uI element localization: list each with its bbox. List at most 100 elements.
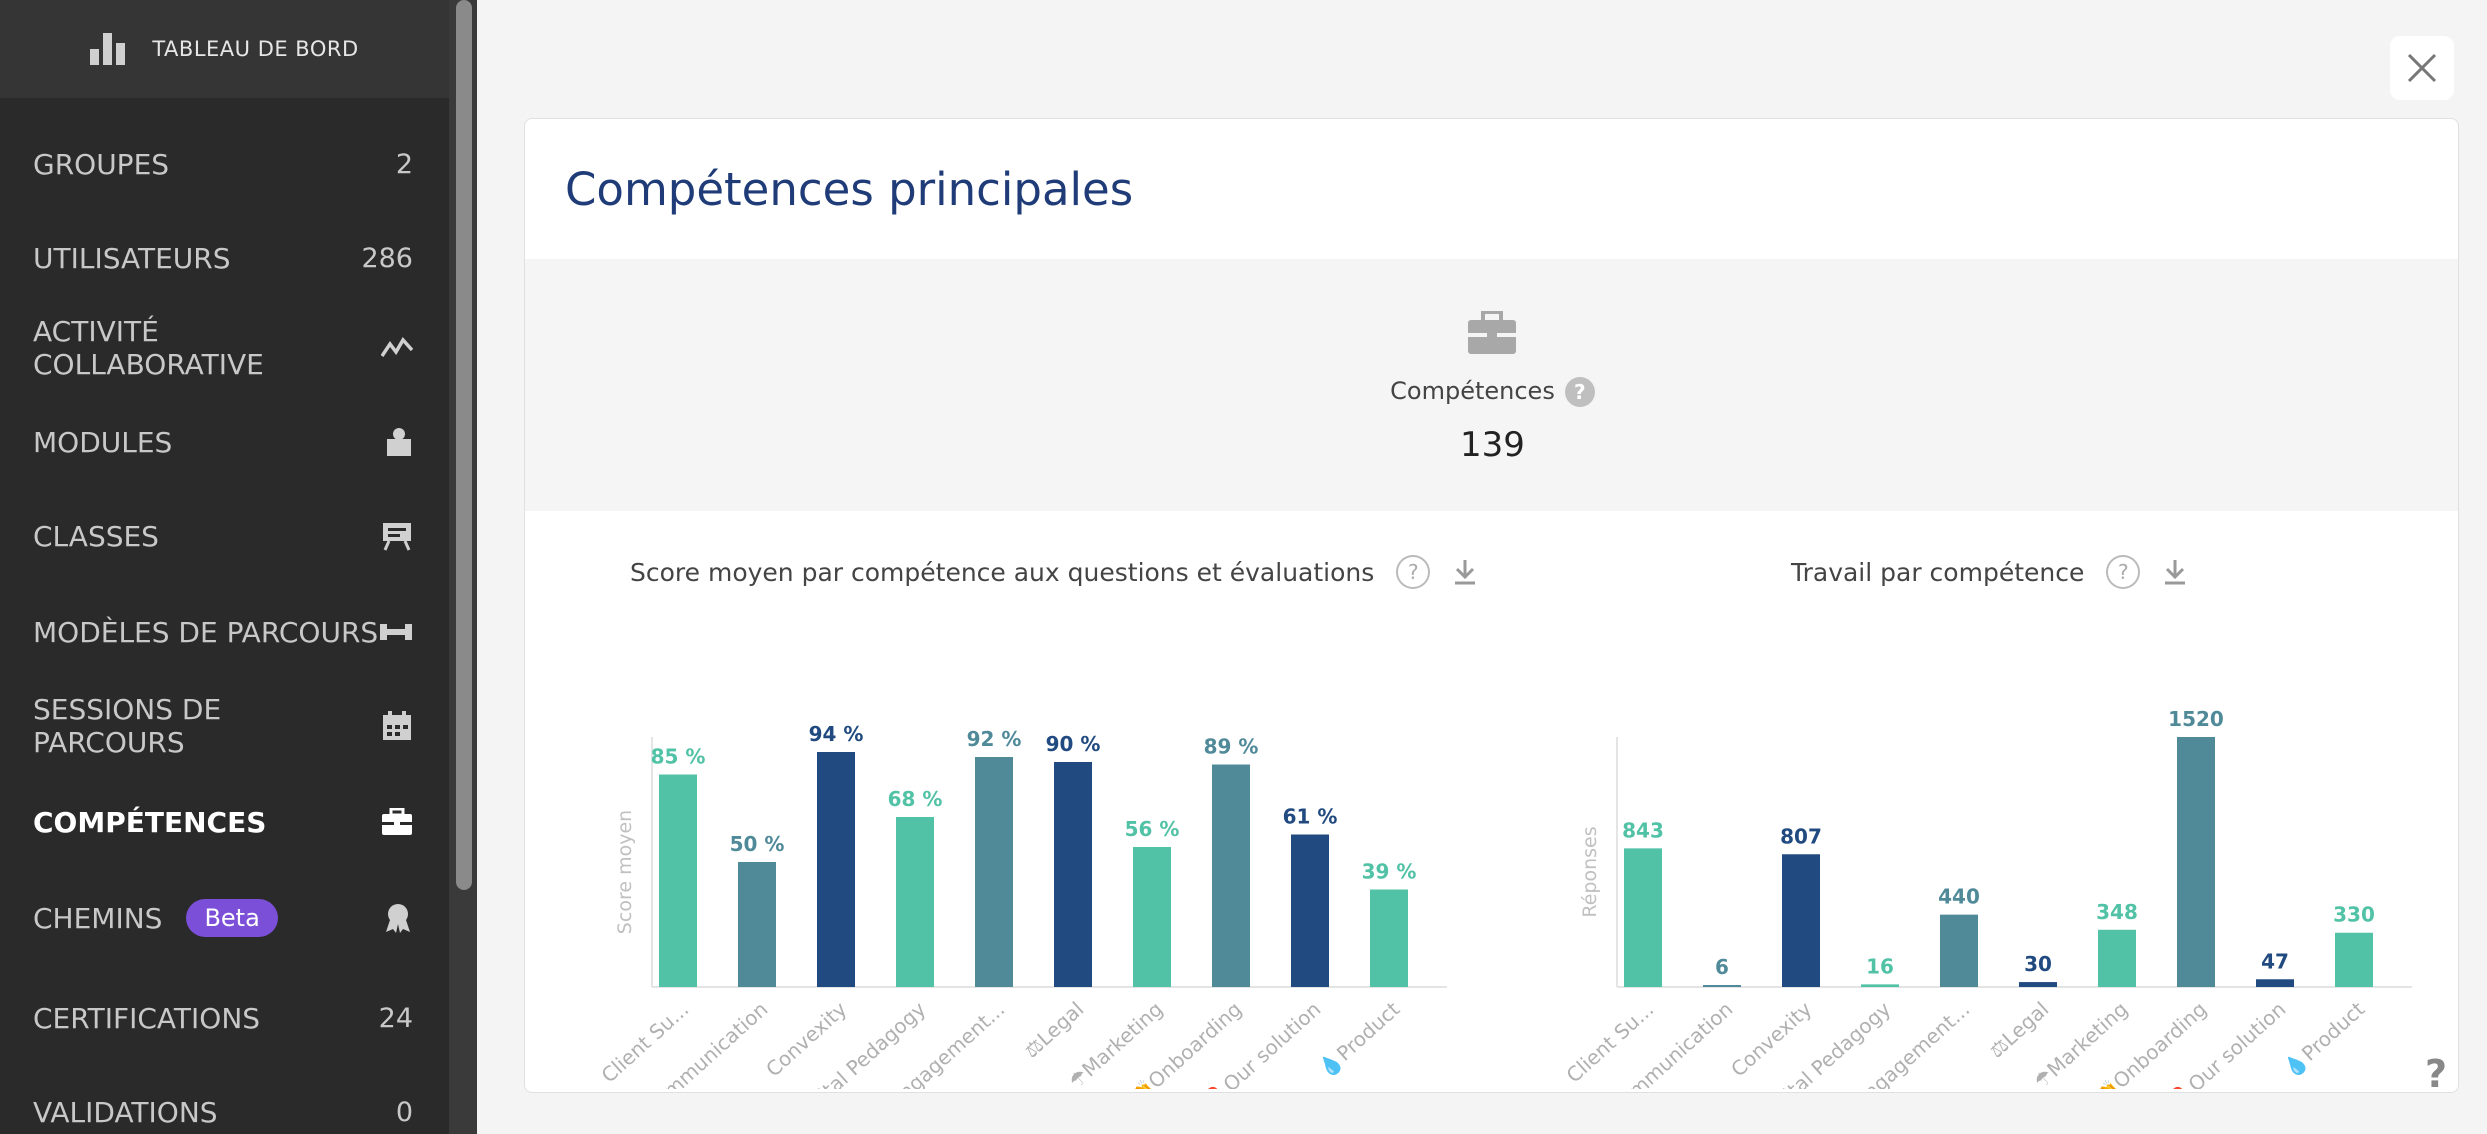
x-tick-label: 💧Product (2278, 997, 2369, 1082)
bar (1212, 764, 1250, 987)
competences-card: Compétences principales Compétences? 139… (524, 118, 2459, 1093)
sidebar-item-label: CERTIFICATIONS (33, 1001, 261, 1035)
left-chart-header: Score moyen par compétence aux questions… (630, 555, 1478, 589)
bar (1624, 848, 1662, 987)
kpi-value: 139 (1460, 425, 1525, 465)
sidebar-item-label: MODULES (33, 425, 173, 459)
calendar-icon (381, 710, 413, 742)
kpi-label: Compétences? (525, 377, 2458, 407)
data-label: 92 % (967, 727, 1022, 751)
right-chart-header: Travail par compétence ? (1791, 555, 2188, 589)
data-label: 330 (2333, 903, 2375, 927)
bar (975, 757, 1013, 987)
beta-badge: Beta (186, 899, 278, 937)
data-label: 1520 (2168, 707, 2224, 731)
bar (1370, 889, 1408, 987)
sidebar-item-groupes[interactable]: GROUPES 2 (0, 124, 449, 204)
sidebar-item-modules[interactable]: MODULES (0, 402, 449, 482)
briefcase-icon (381, 808, 413, 836)
sidebar-item-chemins[interactable]: CHEMINS Beta (0, 878, 449, 958)
bar (738, 862, 776, 987)
y-axis-label: Score moyen (614, 810, 636, 934)
sidebar-item-count: 286 (361, 242, 413, 274)
presentation-icon (381, 521, 413, 551)
bar (1703, 985, 1741, 987)
bar (2098, 929, 2136, 987)
x-tick-label: 💧Product (1313, 997, 1404, 1082)
data-label: 47 (2261, 949, 2289, 973)
sidebar-item-validations[interactable]: VALIDATIONS 0 (0, 1072, 449, 1134)
data-label: 348 (2096, 900, 2138, 924)
activity-icon (381, 336, 413, 360)
bar (2177, 737, 2215, 987)
sidebar-item-utilisateurs[interactable]: UTILISATEURS 286 (0, 218, 449, 298)
close-button[interactable] (2390, 36, 2454, 100)
page-help-icon[interactable]: ? (2425, 1052, 2448, 1096)
bar-chart-icon (90, 33, 126, 65)
sidebar-item-count: 0 (395, 1096, 413, 1128)
kpi-label-text: Compétences (1390, 377, 1555, 405)
sidebar-item-classes[interactable]: CLASSES (0, 496, 449, 576)
sidebar-item-label: COMPÉTENCES (33, 805, 267, 839)
dashboard-link[interactable]: TABLEAU DE BORD (0, 0, 449, 98)
left-chart-title: Score moyen par compétence aux questions… (630, 557, 1375, 587)
data-label: 94 % (809, 722, 864, 746)
x-tick-label: ⚖Legal (1019, 997, 1088, 1063)
y-axis-label: Réponses (1579, 826, 1601, 917)
bar (1861, 984, 1899, 987)
help-icon[interactable]: ? (1396, 555, 1431, 589)
sidebar-item-sessions[interactable]: SESSIONS DE PARCOURS (0, 686, 449, 766)
data-label: 807 (1780, 824, 1822, 848)
download-icon[interactable] (2162, 558, 2188, 586)
data-label: 56 % (1125, 817, 1180, 841)
right-chart-title: Travail par compétence (1791, 557, 2085, 587)
bar (1291, 834, 1329, 987)
data-label: 85 % (651, 745, 706, 769)
sidebar-item-count: 2 (395, 148, 413, 180)
data-label: 61 % (1283, 805, 1338, 829)
dashboard-title: TABLEAU DE BORD (152, 37, 359, 61)
help-icon[interactable]: ? (2106, 555, 2141, 589)
bar (896, 817, 934, 987)
bar (1133, 847, 1171, 987)
data-label: 843 (1622, 818, 1664, 842)
sidebar-item-count: 24 (378, 1002, 413, 1034)
kpi-panel: Compétences? 139 (525, 259, 2458, 511)
bar (659, 774, 697, 987)
sidebar-item-label: SESSIONS DE PARCOURS (33, 693, 222, 759)
data-label: 89 % (1204, 735, 1259, 759)
badge-icon (383, 902, 413, 934)
sidebar-item-activite[interactable]: ACTIVITÉ COLLABORATIVE (0, 308, 449, 388)
bar (817, 752, 855, 987)
data-label: 90 % (1046, 732, 1101, 756)
sidebar-item-label: CHEMINS (33, 901, 163, 935)
sidebar-item-label: ACTIVITÉ COLLABORATIVE (33, 315, 264, 381)
puzzle-icon (385, 427, 413, 457)
sidebar-item-modeles[interactable]: MODÈLES DE PARCOURS (0, 592, 449, 672)
bar (2335, 932, 2373, 987)
help-icon[interactable]: ? (1564, 377, 1595, 407)
sidebar-scrollbar-thumb[interactable] (456, 0, 472, 890)
data-label: 16 (1866, 954, 1894, 978)
close-icon (2407, 53, 2437, 83)
bar (1782, 854, 1820, 987)
sidebar-item-certifications[interactable]: CERTIFICATIONS 24 (0, 978, 449, 1058)
x-tick-label: ⚖Legal (1984, 997, 2053, 1063)
path-template-icon (379, 621, 413, 643)
data-label: 6 (1715, 955, 1729, 979)
bar (1940, 914, 1978, 987)
data-label: 50 % (730, 832, 785, 856)
download-icon[interactable] (1452, 558, 1478, 586)
data-label: 30 (2024, 952, 2052, 976)
bar (1054, 762, 1092, 987)
data-label: 39 % (1362, 860, 1417, 884)
sidebar-item-label: CLASSES (33, 519, 159, 553)
briefcase-icon (1468, 311, 1516, 354)
sidebar-item-label: GROUPES (33, 147, 170, 181)
sidebar-item-competences[interactable]: COMPÉTENCES (0, 782, 449, 862)
sidebar-item-label: MODÈLES DE PARCOURS (33, 615, 379, 649)
sidebar-item-label: UTILISATEURS (33, 241, 231, 275)
sidebar-item-label: VALIDATIONS (33, 1095, 218, 1129)
